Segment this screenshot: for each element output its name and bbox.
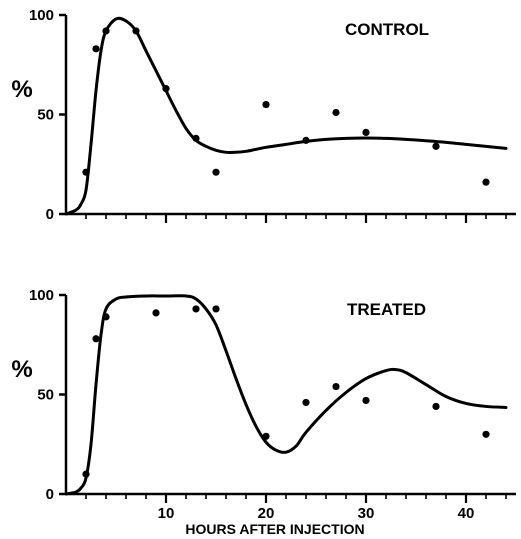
x-tick-label: 10 [158, 505, 175, 522]
x-tick-label: 30 [358, 505, 375, 522]
data-point [482, 430, 490, 438]
data-point [482, 178, 490, 186]
panel-label: TREATED [347, 300, 426, 319]
y-tick-label: 100 [29, 7, 54, 24]
y-tick-label: 0 [46, 206, 54, 223]
x-tick-label: 40 [458, 505, 475, 522]
control-panel: 0 50 100% CONTROL [11, 7, 516, 223]
data-point [332, 108, 340, 117]
data-point [212, 168, 220, 176]
fitted-curve [64, 16, 508, 216]
y-axis-label: % [11, 356, 32, 383]
y-tick-label: 50 [37, 107, 54, 124]
panel-label: CONTROL [345, 20, 429, 39]
data-point [152, 309, 160, 317]
data-point [432, 142, 440, 150]
data-point [432, 402, 440, 411]
data-point [92, 45, 100, 53]
data-point [362, 396, 370, 405]
y-axis-label: % [11, 76, 32, 103]
data-point [262, 100, 270, 109]
data-point [302, 398, 310, 407]
data-point [192, 305, 200, 313]
y-tick-label: 100 [29, 287, 54, 304]
treated-panel: 0 50 100 10 20 30 40% TREATED HOURS AFTER INJECT… [11, 287, 516, 537]
y-tick-label: 0 [46, 486, 54, 503]
x-axis-title: HOURS AFTER INJECTION [185, 521, 364, 537]
data-point [362, 128, 370, 137]
y-tick-label: 50 [37, 387, 54, 404]
data-point [332, 382, 340, 391]
fitted-curve [64, 294, 508, 496]
data-point [92, 335, 100, 343]
data-point [212, 305, 220, 313]
x-tick-label: 20 [258, 505, 275, 522]
